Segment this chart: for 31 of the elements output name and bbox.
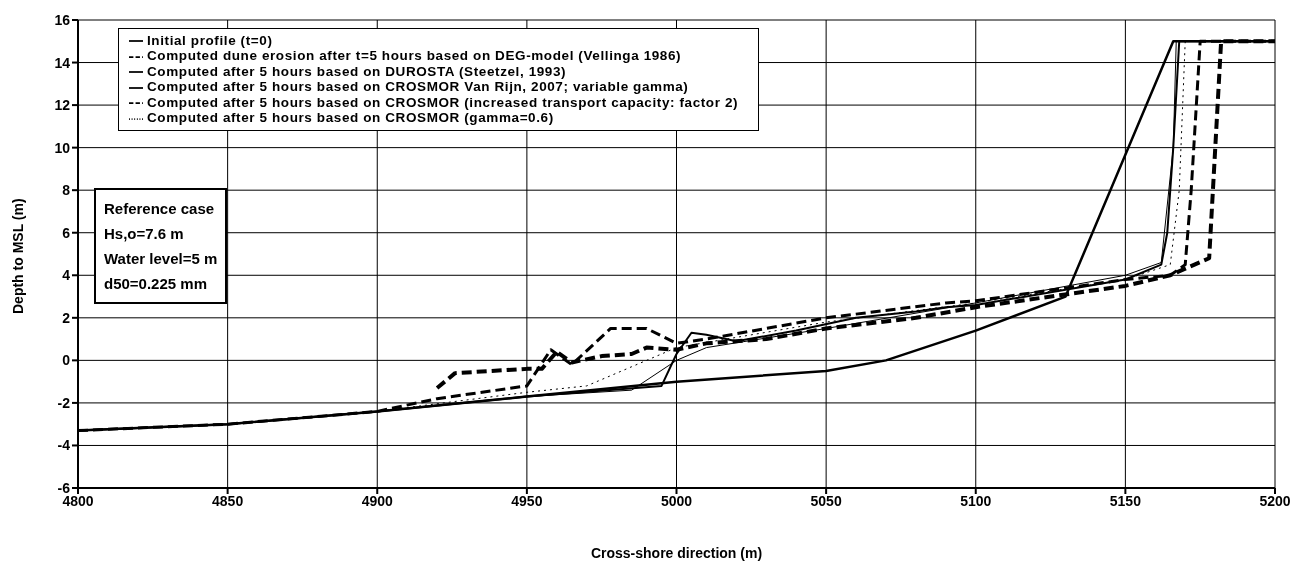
y-tick-label: -2: [57, 394, 71, 411]
legend-label: Computed after 5 hours based on CROSMOR (gamma=0.6): [147, 110, 554, 126]
x-tick-label: 5000: [660, 492, 693, 509]
legend-label: Computed after 5 hours based on CROSMOR (increased transport capacity: factor 2): [147, 94, 739, 110]
y-tick-label: 6: [62, 224, 71, 241]
y-tick-label: 10: [54, 139, 71, 156]
y-tick-label: 8: [62, 182, 71, 199]
y-tick-label: 16: [54, 11, 71, 28]
x-axis-title: Cross-shore direction (m): [590, 545, 763, 561]
annotation: Hs,o=7.6 m: [104, 224, 185, 244]
y-tick-label: 4: [62, 267, 71, 284]
x-tick-label: 5200: [1259, 492, 1291, 509]
y-tick-label: 14: [54, 54, 71, 71]
annotation: Reference case: [104, 199, 216, 219]
y-tick-label: 2: [62, 309, 71, 326]
y-tick-label: -4: [57, 437, 71, 454]
y-tick-label: 12: [54, 97, 71, 114]
x-tick-label: 5100: [960, 492, 992, 509]
x-tick-label: 5050: [810, 492, 842, 509]
x-tick-label: 4900: [361, 492, 394, 509]
x-tick-label: 4950: [511, 492, 543, 509]
legend-label: Computed after 5 hours based on DUROSTA (Steetzel, 1993): [147, 63, 567, 79]
annotation: Water level=5 m: [104, 249, 218, 269]
legend-label: Initial profile (t=0): [147, 33, 273, 48]
x-tick-label: 4850: [212, 492, 244, 509]
x-tick-label: 5150: [1109, 492, 1142, 509]
annotation: d50=0.225 mm: [104, 274, 208, 294]
y-axis-title: Depth to MSL (m): [9, 198, 26, 314]
y-tick-label: 0: [62, 352, 71, 369]
legend-label: Computed after 5 hours based on CROSMOR Van Rijn, 2007; variable gamma): [147, 79, 689, 95]
legend-label: Computed dune erosion after t=5 hours based on DEG-model (Vellinga 1986): [147, 48, 682, 64]
